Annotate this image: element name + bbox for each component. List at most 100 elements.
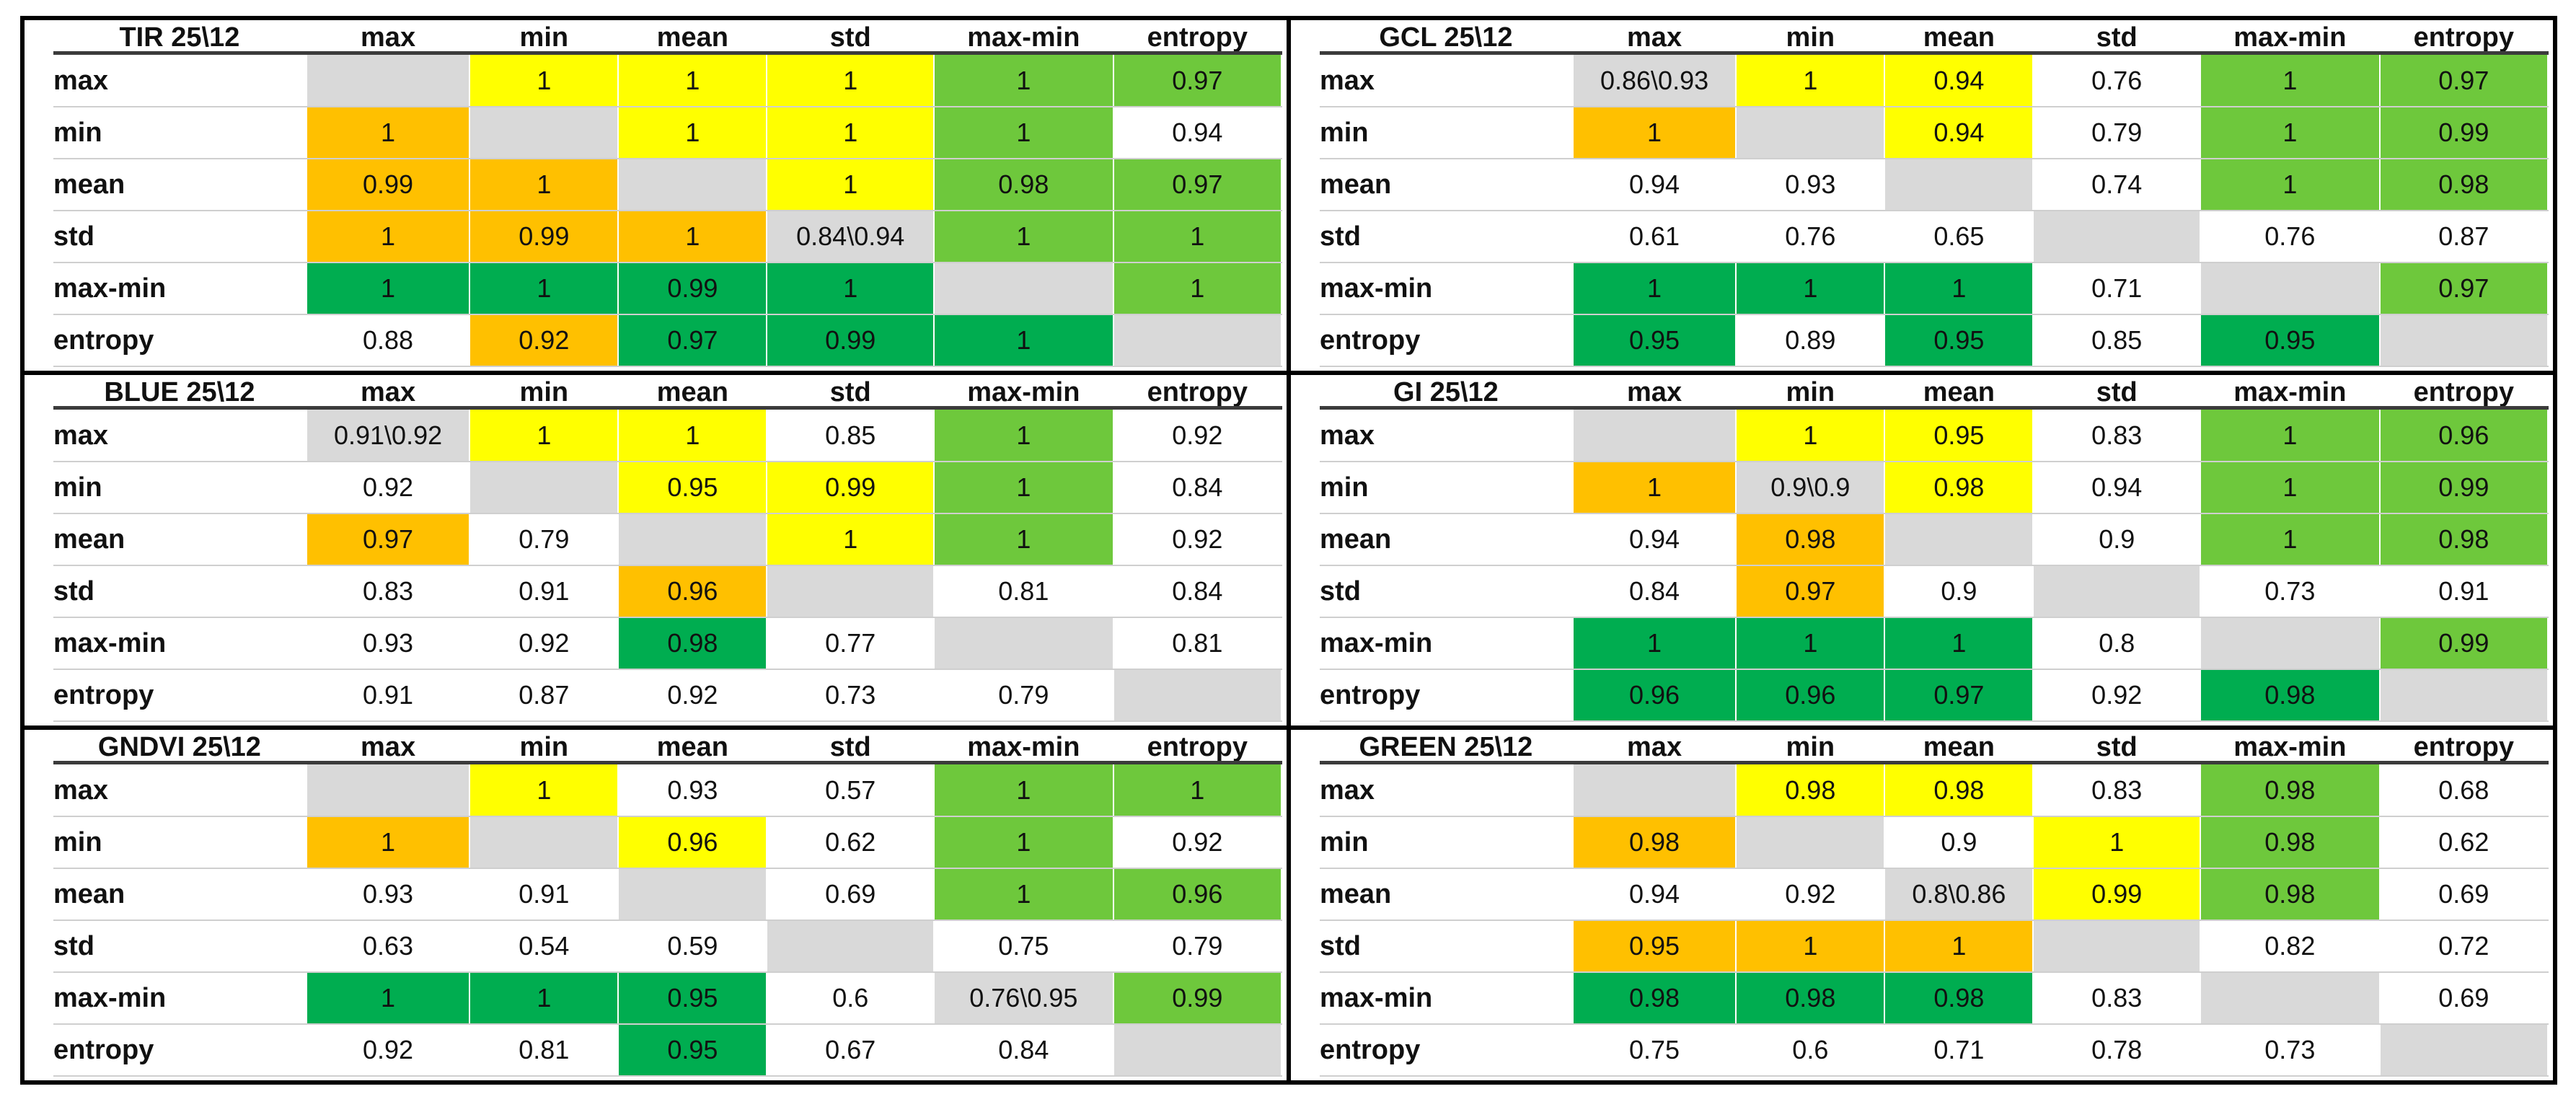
table-row-min: min 1 1 1 1 0.94 bbox=[53, 107, 1283, 160]
value-cell: 0.96 bbox=[2379, 407, 2549, 463]
value-cell: 0.95 bbox=[618, 1023, 768, 1077]
column-header-max: max bbox=[1572, 24, 1737, 55]
row-label: std bbox=[1320, 920, 1574, 974]
value-cell bbox=[2200, 972, 2381, 1025]
table-row-max-min: max-min 1 1 0.95 0.6 0.76\0.95 0.99 bbox=[53, 972, 1283, 1025]
value-cell: 0.79 bbox=[2033, 107, 2202, 160]
value-cell: 0.99 bbox=[306, 159, 471, 212]
value-cell: 0.71 bbox=[2033, 263, 2202, 315]
value-cell: 0.94 bbox=[1884, 107, 2034, 160]
row-label: std bbox=[1320, 565, 1574, 619]
value-cell bbox=[618, 513, 768, 567]
value-cell: 0.92 bbox=[469, 617, 619, 670]
column-header-mean: mean bbox=[1884, 733, 2034, 764]
header-row: GCL 25\12 max min mean std max-min entropy bbox=[1320, 24, 2549, 55]
value-cell: 0.98 bbox=[1572, 816, 1737, 870]
value-cell: 1 bbox=[306, 263, 471, 315]
value-cell: 0.76 bbox=[1736, 211, 1886, 264]
table-row-max-min: max-min 1 1 1 0.8 0.99 bbox=[1320, 617, 2549, 670]
value-cell: 0.92 bbox=[1113, 407, 1283, 463]
column-header-max: max bbox=[306, 733, 471, 764]
value-cell bbox=[469, 107, 619, 160]
column-header-entropy: entropy bbox=[2379, 24, 2549, 55]
value-cell: 1 bbox=[1572, 617, 1737, 670]
correlation-table: BLUE 25\12 max min mean std max-min entropy m… bbox=[53, 379, 1283, 723]
value-cell: 0.98 bbox=[934, 159, 1114, 212]
table-title: GNDVI 25\12 bbox=[53, 733, 307, 764]
column-header-mean: mean bbox=[1884, 379, 2034, 410]
value-cell: 0.94 bbox=[2033, 462, 2202, 515]
column-header-std: std bbox=[767, 379, 935, 410]
value-cell: 0.62 bbox=[767, 816, 935, 870]
value-cell: 1 bbox=[469, 53, 619, 108]
value-cell: 0.92 bbox=[469, 314, 619, 368]
value-cell: 0.92 bbox=[1113, 816, 1283, 870]
column-header-std: std bbox=[767, 24, 935, 55]
value-cell: 0.97 bbox=[1113, 53, 1283, 108]
table-row-max-min: max-min 1 1 0.99 1 1 bbox=[53, 263, 1283, 315]
value-cell bbox=[618, 868, 768, 922]
value-cell: 0.69 bbox=[767, 868, 935, 922]
value-cell: 0.98 bbox=[2379, 513, 2549, 567]
column-header-max: max bbox=[1572, 379, 1737, 410]
value-cell bbox=[469, 462, 619, 515]
value-cell: 0.75 bbox=[1572, 1023, 1737, 1077]
value-cell bbox=[1736, 816, 1886, 870]
value-cell: 0.84 bbox=[934, 1023, 1114, 1077]
column-header-std: std bbox=[2033, 379, 2202, 410]
value-cell: 0.69 bbox=[2379, 868, 2549, 922]
table-title: GREEN 25\12 bbox=[1320, 733, 1574, 764]
column-header-entropy: entropy bbox=[1113, 379, 1283, 410]
value-cell: 1 bbox=[1113, 762, 1283, 818]
value-cell: 0.98 bbox=[1884, 462, 2034, 515]
value-cell: 1 bbox=[469, 972, 619, 1025]
correlation-tables-grid: TIR 25\12 max min mean std max-min entropy ma… bbox=[20, 16, 2557, 1085]
value-cell bbox=[2033, 565, 2202, 619]
value-cell: 0.76 bbox=[2200, 211, 2381, 264]
table-row-std: std 0.61 0.76 0.65 0.76 0.87 bbox=[1320, 211, 2549, 264]
value-cell: 1 bbox=[1572, 107, 1737, 160]
value-cell: 0.57 bbox=[767, 762, 935, 818]
value-cell: 0.81 bbox=[934, 565, 1114, 619]
value-cell: 1 bbox=[469, 407, 619, 463]
value-cell: 0.92 bbox=[618, 669, 768, 723]
value-cell: 0.76 bbox=[2033, 53, 2202, 108]
table-row-max: max 1 1 1 1 0.97 bbox=[53, 53, 1283, 108]
value-cell: 1 bbox=[306, 211, 471, 264]
value-cell: 0.65 bbox=[1884, 211, 2034, 264]
table-row-max: max 0.98 0.98 0.83 0.98 0.68 bbox=[1320, 762, 2549, 818]
value-cell: 0.84 bbox=[1113, 565, 1283, 619]
table-row-max: max 0.86\0.93 1 0.94 0.76 1 0.97 bbox=[1320, 53, 2549, 108]
value-cell: 0.98 bbox=[1736, 513, 1886, 567]
value-cell: 0.95 bbox=[618, 972, 768, 1025]
header-row: TIR 25\12 max min mean std max-min entropy bbox=[53, 24, 1283, 55]
row-label: min bbox=[1320, 107, 1574, 160]
value-cell: 1 bbox=[306, 972, 471, 1025]
table-row-std: std 0.84 0.97 0.9 0.73 0.91 bbox=[1320, 565, 2549, 619]
value-cell: 0.84\0.94 bbox=[767, 211, 935, 264]
table-row-min: min 1 0.96 0.62 1 0.92 bbox=[53, 816, 1283, 870]
table-row-min: min 1 0.9\0.9 0.98 0.94 1 0.99 bbox=[1320, 462, 2549, 515]
correlation-table: GI 25\12 max min mean std max-min entropy max… bbox=[1320, 379, 2549, 723]
table-body: max 0.91\0.92 1 1 0.85 1 0.92 min 0.92 0.95 0.99 1 0… bbox=[53, 407, 1283, 723]
row-label: mean bbox=[1320, 513, 1574, 567]
value-cell: 0.74 bbox=[2033, 159, 2202, 212]
value-cell: 0.76\0.95 bbox=[934, 972, 1114, 1025]
correlation-table: GREEN 25\12 max min mean std max-min entropy … bbox=[1320, 733, 2549, 1077]
value-cell: 0.72 bbox=[2379, 920, 2549, 974]
value-cell: 0.96 bbox=[1113, 868, 1283, 922]
table-row-max-min: max-min 0.93 0.92 0.98 0.77 0.81 bbox=[53, 617, 1283, 670]
header-row: GI 25\12 max min mean std max-min entropy bbox=[1320, 379, 2549, 410]
value-cell bbox=[1572, 407, 1737, 463]
column-header-max-min: max-min bbox=[2200, 733, 2381, 764]
value-cell: 1 bbox=[934, 868, 1114, 922]
row-label: std bbox=[53, 211, 307, 264]
table-row-min: min 1 0.94 0.79 1 0.99 bbox=[1320, 107, 2549, 160]
row-label: max bbox=[1320, 762, 1574, 818]
value-cell: 0.97 bbox=[2379, 53, 2549, 108]
value-cell: 0.81 bbox=[469, 1023, 619, 1077]
value-cell: 0.96 bbox=[618, 565, 768, 619]
value-cell: 0.92 bbox=[2033, 669, 2202, 723]
value-cell: 0.99 bbox=[2379, 617, 2549, 670]
row-label: min bbox=[53, 816, 307, 870]
